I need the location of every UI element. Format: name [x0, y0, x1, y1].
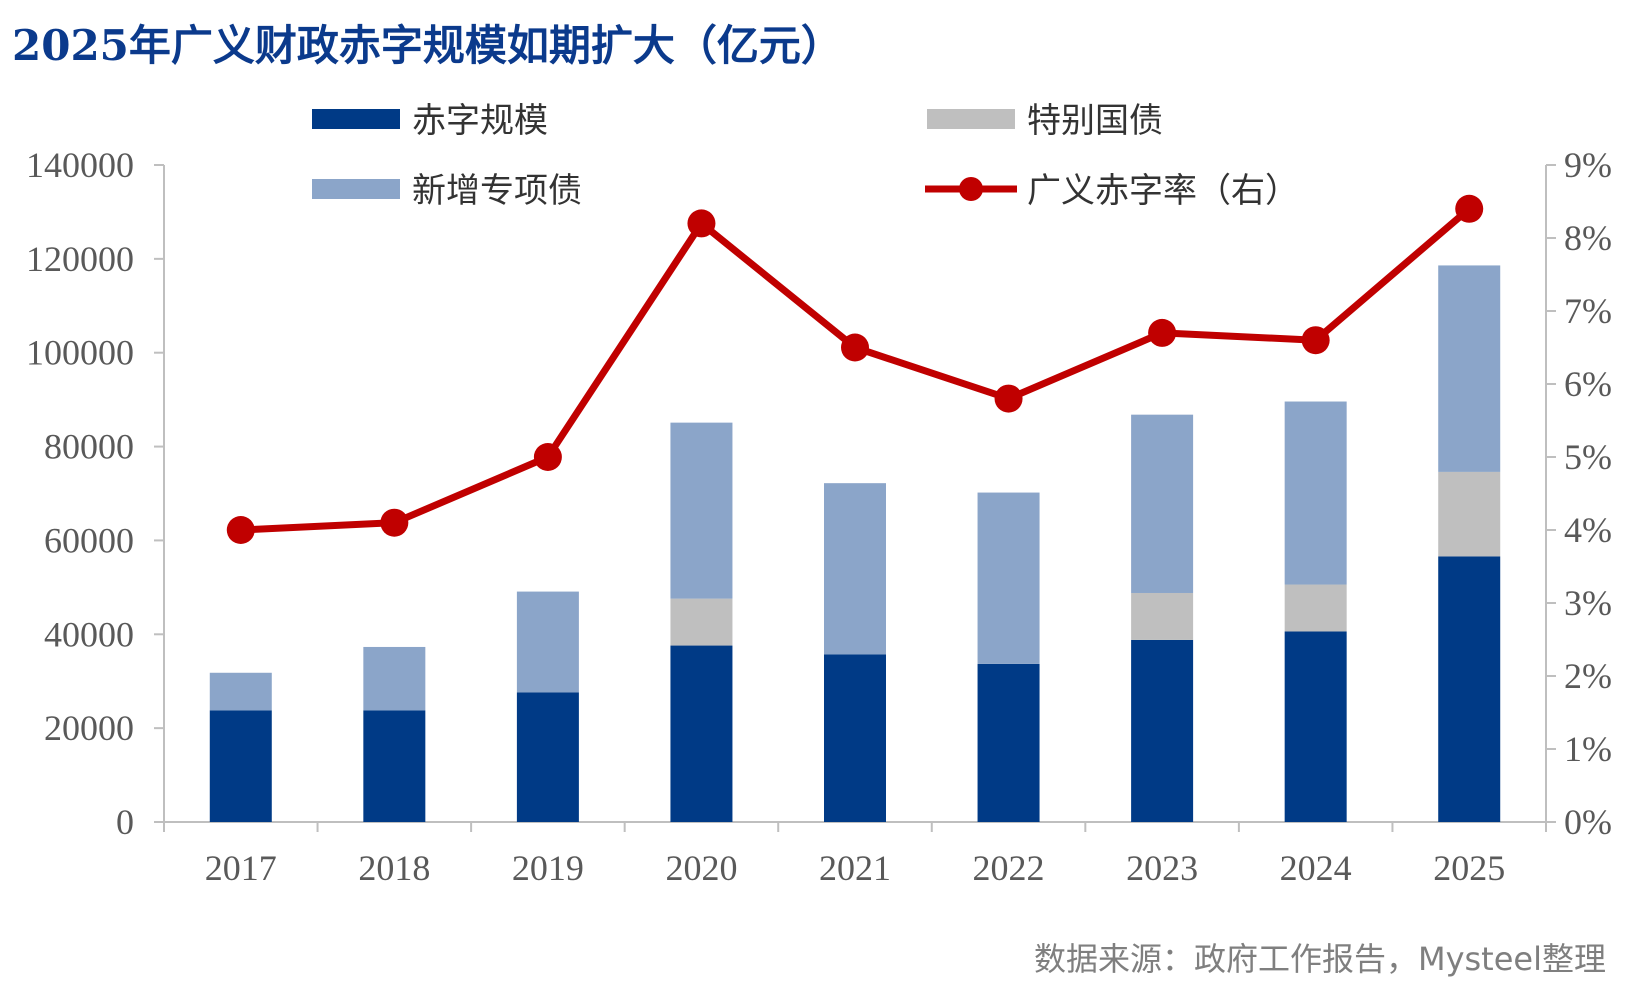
left-axis-ticks: 0 20000 40000 60000 80000 100000 120000 140000	[26, 145, 164, 842]
x-tick-label: 2023	[1126, 848, 1198, 888]
right-tick-label: 6%	[1564, 364, 1612, 404]
rate-point	[380, 508, 409, 537]
left-tick-label: 40000	[44, 614, 134, 654]
x-tick-label: 2021	[819, 848, 891, 888]
bar-deficit	[670, 645, 733, 822]
legend-label-deficit: 赤字规模	[412, 101, 548, 141]
bar-special-purpose-bond	[670, 422, 733, 599]
rate-point	[1148, 318, 1177, 347]
x-tick-label: 2017	[205, 848, 277, 888]
bar-deficit	[209, 710, 272, 822]
bar-special-bond	[1131, 592, 1194, 640]
bar-special-purpose-bond	[1131, 414, 1194, 593]
legend-label-special-bond: 特别国债	[1027, 101, 1163, 141]
rate-point	[1301, 326, 1330, 355]
x-tick-label: 2022	[973, 848, 1045, 888]
rate-point	[226, 516, 255, 544]
bar-special-purpose-bond	[363, 646, 426, 711]
x-tick-label: 2025	[1433, 848, 1505, 888]
right-tick-label: 7%	[1564, 291, 1612, 331]
bar-deficit	[516, 692, 579, 822]
legend-swatch-special-purpose-bond	[312, 179, 400, 199]
legend-label-special-purpose-bond: 新增专项债	[412, 171, 582, 211]
bar-special-purpose-bond	[824, 483, 886, 655]
bar-deficit	[824, 654, 886, 822]
right-tick-label: 1%	[1564, 729, 1612, 769]
left-tick-label: 20000	[44, 708, 134, 748]
rate-point	[687, 209, 716, 238]
bar-special-bond	[1284, 584, 1347, 632]
left-tick-label: 80000	[44, 427, 134, 467]
left-tick-label: 120000	[26, 239, 134, 279]
bar-special-purpose-bond	[1284, 401, 1347, 585]
bar-special-purpose-bond	[1438, 265, 1501, 472]
rate-line-series	[226, 194, 1484, 544]
bar-special-bond	[670, 598, 733, 646]
left-tick-label: 0	[116, 802, 134, 842]
legend-swatch-special-bond	[927, 109, 1015, 129]
bar-deficit	[1438, 556, 1501, 822]
bar-deficit	[1284, 631, 1347, 822]
rate-point	[841, 333, 869, 362]
x-tick-label: 2020	[665, 848, 737, 888]
bar-deficit	[977, 663, 1040, 822]
left-tick-label: 100000	[26, 333, 134, 373]
bar-special-purpose-bond	[209, 672, 272, 711]
right-tick-label: 3%	[1564, 583, 1612, 623]
legend-swatch-deficit	[312, 109, 400, 129]
right-tick-label: 2%	[1564, 656, 1612, 696]
left-tick-label: 60000	[44, 520, 134, 560]
right-tick-label: 9%	[1564, 145, 1612, 185]
right-tick-label: 5%	[1564, 437, 1612, 477]
x-tick-label: 2019	[512, 848, 584, 888]
right-tick-label: 0%	[1564, 802, 1612, 842]
right-tick-label: 4%	[1564, 510, 1612, 550]
bar-special-purpose-bond	[977, 492, 1040, 664]
chart-title: 2025年广义财政赤字规模如期扩大（亿元）	[12, 21, 843, 70]
source-note: 数据来源：政府工作报告，Mysteel整理	[1034, 940, 1606, 978]
bar-deficit	[1131, 639, 1194, 822]
bar-special-bond	[1438, 471, 1501, 557]
right-axis-ticks: 0% 1% 2% 3% 4% 5% 6% 7% 8% 9%	[1546, 145, 1612, 842]
rate-point	[1455, 194, 1484, 223]
bar-special-purpose-bond	[516, 591, 579, 693]
rate-point	[533, 443, 562, 471]
x-tick-label: 2024	[1280, 848, 1352, 888]
x-axis-ticks: 2017 2018 2019 2020 2021 2022 2023 2024 2025	[163, 822, 1547, 888]
legend-swatch-rate-marker	[959, 177, 983, 201]
bar-series	[209, 265, 1501, 822]
x-tick-label: 2018	[358, 848, 430, 888]
right-tick-label: 8%	[1564, 218, 1612, 258]
left-tick-label: 140000	[26, 145, 134, 185]
legend-label-rate: 广义赤字率（右）	[1027, 171, 1299, 211]
bar-deficit	[363, 710, 426, 822]
legend: 赤字规模 特别国债 新增专项债 广义赤字率（右）	[312, 101, 1299, 211]
rate-point	[994, 384, 1023, 413]
